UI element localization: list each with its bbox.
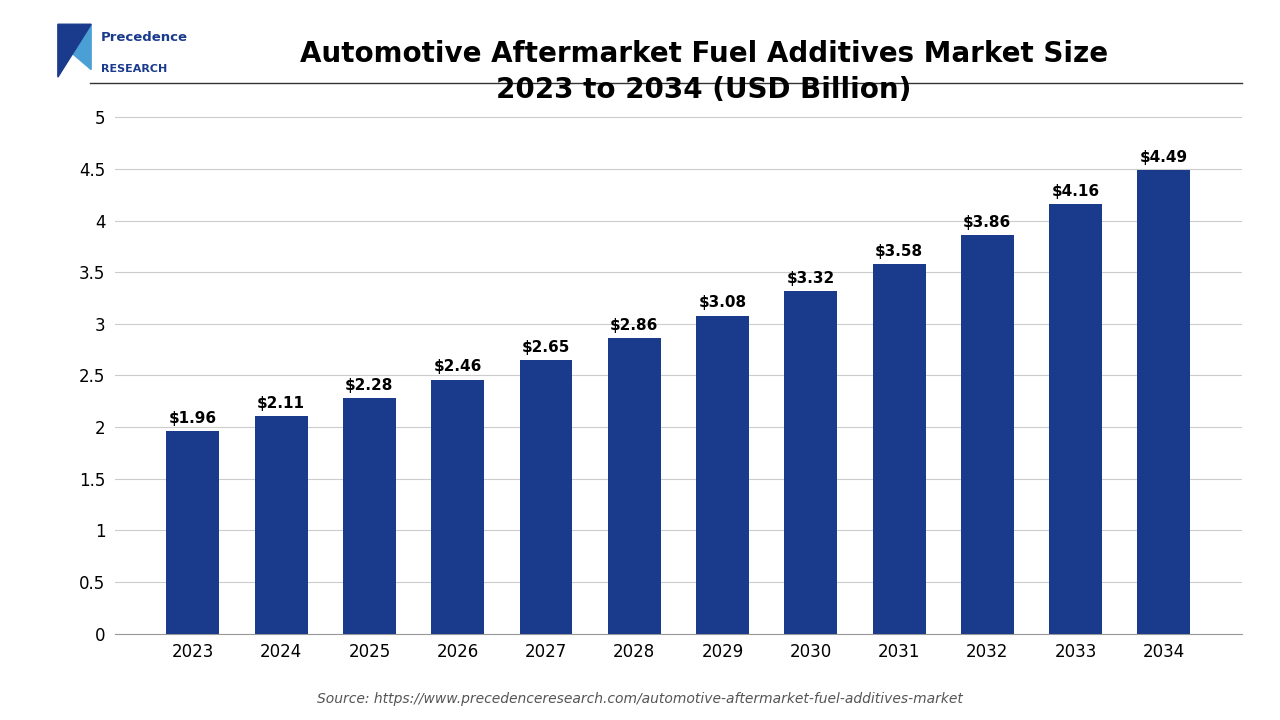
Bar <box>608 338 660 634</box>
Text: $3.58: $3.58 <box>876 244 923 258</box>
Text: Source: https://www.precedenceresearch.com/automotive-aftermarket-fuel-additives: Source: https://www.precedenceresearch.c… <box>317 692 963 706</box>
Text: Precedence: Precedence <box>101 31 188 44</box>
Bar <box>873 264 925 634</box>
Text: $2.65: $2.65 <box>522 340 570 355</box>
Text: Automotive Aftermarket Fuel Additives Market Size
2023 to 2034 (USD Billion): Automotive Aftermarket Fuel Additives Ma… <box>300 40 1108 104</box>
Bar <box>431 379 484 634</box>
Polygon shape <box>58 24 91 77</box>
Bar <box>696 315 749 634</box>
Polygon shape <box>64 24 91 70</box>
Bar <box>343 398 396 634</box>
Bar <box>1138 170 1190 634</box>
Text: $1.96: $1.96 <box>169 411 216 426</box>
Bar <box>520 360 572 634</box>
Text: $2.46: $2.46 <box>434 359 481 374</box>
Bar <box>255 415 307 634</box>
Text: $3.08: $3.08 <box>699 295 746 310</box>
Bar <box>1050 204 1102 634</box>
Text: $4.49: $4.49 <box>1140 150 1188 165</box>
Bar <box>166 431 219 634</box>
Bar <box>961 235 1014 634</box>
Text: $3.32: $3.32 <box>787 271 835 286</box>
Bar <box>785 291 837 634</box>
Text: $4.16: $4.16 <box>1052 184 1100 199</box>
Text: $3.86: $3.86 <box>964 215 1011 230</box>
Text: $2.11: $2.11 <box>257 395 305 410</box>
Text: RESEARCH: RESEARCH <box>101 63 168 73</box>
Text: $2.28: $2.28 <box>346 378 394 393</box>
Text: $2.86: $2.86 <box>611 318 658 333</box>
